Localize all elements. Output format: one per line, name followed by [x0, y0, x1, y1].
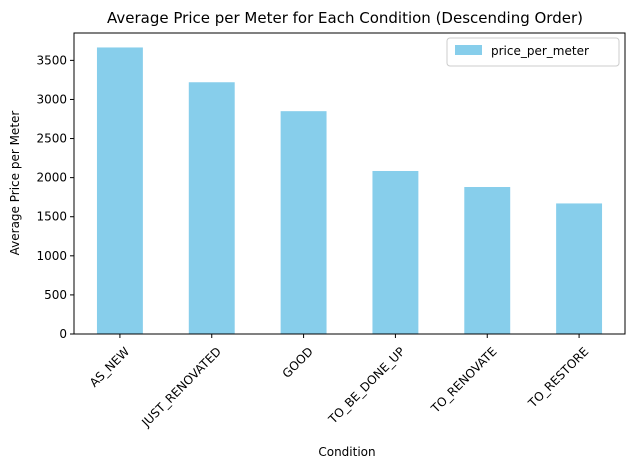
- bar-good: [280, 111, 327, 334]
- plot-frame: [73, 32, 626, 335]
- legend-swatch: [455, 45, 482, 55]
- x-tick-label: JUST_RENOVATED: [138, 344, 224, 430]
- y-tick-label: 0: [59, 327, 67, 341]
- y-axis: 0 500 1000 1500 2000 2500 3000 3500: [36, 53, 74, 341]
- y-tick-label: 500: [44, 288, 67, 302]
- legend: price_per_meter: [446, 37, 620, 67]
- legend-box: [446, 37, 620, 67]
- x-tick-label: AS_NEW: [87, 344, 133, 390]
- y-axis-label: Average Price per Meter: [8, 111, 22, 256]
- bar-to-restore: [556, 203, 603, 334]
- y-tick-label: 3500: [36, 53, 67, 67]
- x-axis-label: Condition: [318, 445, 375, 459]
- chart-title: Average Price per Meter for Each Conditi…: [107, 9, 583, 27]
- y-tick-label: 3000: [36, 92, 67, 106]
- plot-area: [96, 47, 603, 335]
- y-tick-label: 2000: [36, 171, 67, 185]
- legend-label: price_per_meter: [491, 44, 589, 58]
- bar-to-be-done-up: [372, 170, 419, 334]
- x-tick-label: TO_BE_DONE_UP: [325, 344, 408, 427]
- x-tick-label: TO_RENOVATE: [428, 344, 500, 416]
- x-axis: AS_NEW JUST_RENOVATED GOOD TO_BE_DONE_UP TO_…: [87, 334, 591, 430]
- x-tick-label: TO_RESTORE: [525, 344, 591, 410]
- bar-as-new: [96, 47, 143, 335]
- bar-just-renovated: [188, 82, 235, 334]
- y-tick-label: 1000: [36, 249, 67, 263]
- x-tick-label: GOOD: [280, 344, 316, 380]
- y-tick-label: 1500: [36, 210, 67, 224]
- bar-to-renovate: [464, 187, 511, 334]
- y-tick-label: 2500: [36, 132, 67, 146]
